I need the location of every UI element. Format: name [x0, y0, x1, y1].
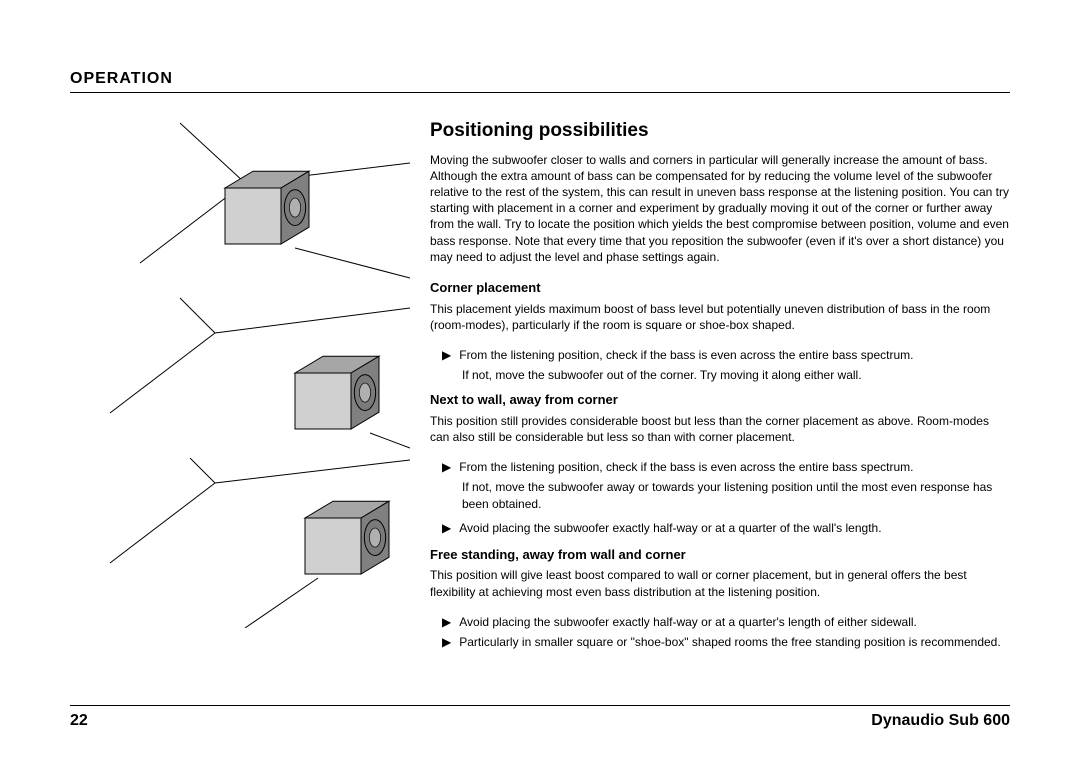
bullet-marker-icon: ▶	[442, 459, 451, 475]
section-heading: Next to wall, away from corner	[430, 391, 1010, 409]
bullet-marker-icon: ▶	[442, 614, 451, 630]
section-free: Free standing, away from wall and corner…	[430, 546, 1010, 650]
bullet-item: ▶ Avoid placing the subwoofer exactly ha…	[442, 520, 1010, 536]
bullet-text: Avoid placing the subwoofer exactly half…	[459, 614, 1010, 630]
bullet-subtext: If not, move the subwoofer away or towar…	[462, 479, 1010, 511]
figure-free-standing	[70, 458, 410, 628]
page-footer: 22 Dynaudio Sub 600	[70, 705, 1010, 730]
bullet-text: From the listening position, check if th…	[459, 347, 1010, 363]
bullet-marker-icon: ▶	[442, 520, 451, 536]
section-heading: Corner placement	[430, 279, 1010, 297]
bullet-text: From the listening position, check if th…	[459, 459, 1010, 475]
figure-column	[70, 118, 410, 654]
section-heading: Free standing, away from wall and corner	[430, 546, 1010, 564]
section-wall: Next to wall, away from corner This posi…	[430, 391, 1010, 536]
bullet-item: ▶ Avoid placing the subwoofer exactly ha…	[442, 614, 1010, 630]
section-title: OPERATION	[70, 70, 1010, 88]
figure-wall-placement	[70, 288, 410, 458]
bullet-text: Avoid placing the subwoofer exactly half…	[459, 520, 1010, 536]
bullet-text: Particularly in smaller square or "shoe-…	[459, 634, 1010, 650]
section-body: This position will give least boost comp…	[430, 567, 1010, 599]
section-corner: Corner placement This placement yields m…	[430, 279, 1010, 383]
content-row: Positioning possibilities Moving the sub…	[70, 118, 1010, 654]
text-column: Positioning possibilities Moving the sub…	[430, 118, 1010, 654]
bullet-marker-icon: ▶	[442, 634, 451, 650]
intro-paragraph: Moving the subwoofer closer to walls and…	[430, 152, 1010, 265]
bullet-item: ▶ Particularly in smaller square or "sho…	[442, 634, 1010, 650]
section-body: This placement yields maximum boost of b…	[430, 301, 1010, 333]
page-number: 22	[70, 712, 88, 730]
main-title: Positioning possibilities	[430, 118, 1010, 144]
bullet-subtext: If not, move the subwoofer out of the co…	[462, 367, 1010, 383]
bullet-item: ▶ From the listening position, check if …	[442, 347, 1010, 363]
bullet-marker-icon: ▶	[442, 347, 451, 363]
product-name: Dynaudio Sub 600	[871, 712, 1010, 730]
section-body: This position still provides considerabl…	[430, 413, 1010, 445]
bullet-item: ▶ From the listening position, check if …	[442, 459, 1010, 475]
section-header: OPERATION	[70, 70, 1010, 93]
figure-corner-placement	[70, 118, 410, 288]
